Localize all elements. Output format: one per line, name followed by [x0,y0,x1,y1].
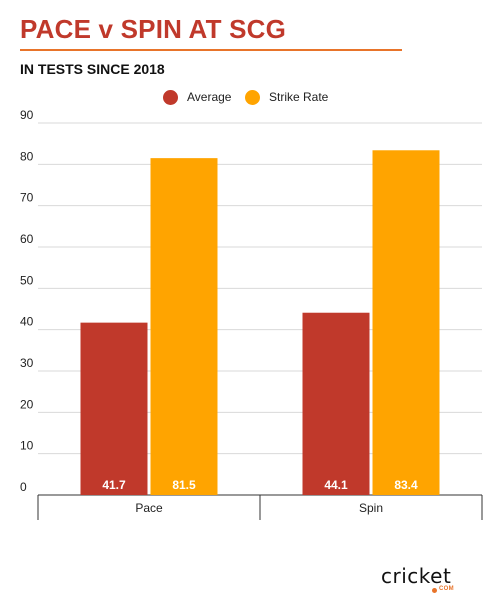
x-tick-label-pace: Pace [135,501,163,515]
chart-legend: Average Strike Rate [0,88,500,106]
data-label: 81.5 [172,478,196,492]
y-tick-label: 60 [20,232,34,246]
bar-strike-rate-spin [372,150,440,495]
data-label: 44.1 [324,478,348,492]
y-tick-label: 40 [20,315,34,329]
legend-item-average: Average [163,88,231,106]
brand-logo-suffix: COM [439,586,454,592]
bar-average-spin [302,312,370,495]
y-tick-label: 50 [20,273,34,287]
bar-strike-rate-pace [150,158,218,495]
legend-label-average: Average [187,90,232,104]
chart-title: PACE v SPIN AT SCG [20,14,287,44]
data-label: 83.4 [394,478,418,492]
legend-swatch-strike-rate [245,89,260,105]
legend-swatch-average [163,89,178,105]
brand-logo-dot [432,588,437,593]
brand-logo: cricket COM [381,566,473,598]
y-tick-label: 30 [20,356,34,370]
y-tick-label: 0 [20,480,27,494]
bar-average-pace [80,322,148,495]
chart-subtitle: IN TESTS SINCE 2018 [20,61,165,77]
x-tick-label-spin: Spin [359,501,383,515]
y-tick-label: 20 [20,397,34,411]
y-tick-label: 80 [20,149,34,163]
legend-label-strike-rate: Strike Rate [269,90,329,104]
brand-logo-wordmark: cricket [381,564,452,588]
y-tick-label: 10 [20,439,34,453]
data-label: 41.7 [102,478,126,492]
legend-item-strike-rate: Strike Rate [245,88,328,106]
title-underline [20,49,402,51]
y-tick-label: 70 [20,191,34,205]
y-tick-label: 90 [20,108,34,122]
